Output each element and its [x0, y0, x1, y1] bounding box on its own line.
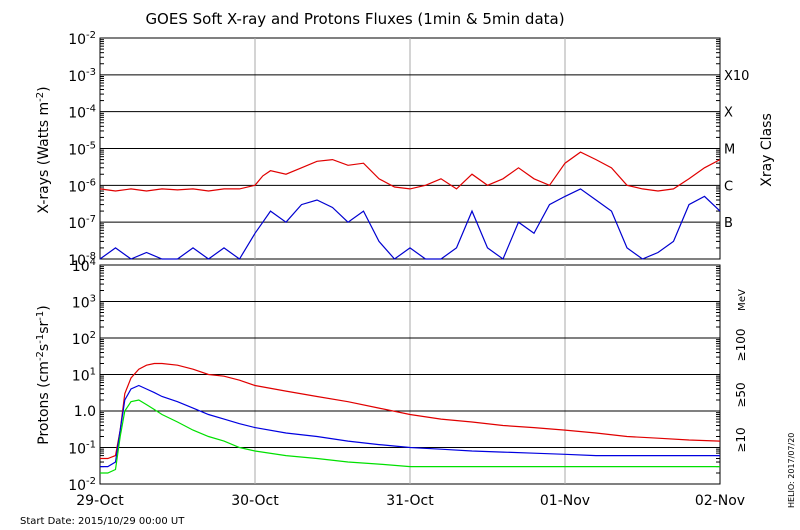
y-tick-label: 10-4 [68, 104, 96, 122]
xray-class-label: B [724, 216, 733, 231]
y-tick-label: 102 [72, 330, 96, 348]
protons-series-2 [100, 399, 720, 474]
chart-title: GOES Soft X-ray and Protons Fluxes (1min… [145, 10, 564, 28]
energy-unit-label: MeV [737, 289, 748, 311]
y-tick-label: 10-2 [68, 476, 96, 494]
y-tick-label: 104 [72, 257, 96, 275]
y-tick-label: 1.0 [74, 404, 96, 420]
credit-label: HELIO: 2017/07/20 [787, 433, 796, 508]
y-tick-label: 10-7 [68, 214, 96, 232]
protons-panel: 104 103 102 101 1.0 10-1 10-229-Oct 30-Oct 31-Oc… [35, 257, 748, 509]
x-tick-label: 29-Oct [76, 493, 124, 509]
y-tick-label: 103 [72, 294, 96, 312]
xray-class-label: C [724, 179, 733, 194]
y-tick-label: 10-3 [68, 67, 96, 85]
start-date: Start Date: 2015/10/29 00:00 UT [20, 516, 185, 527]
xray-class-label: M [724, 143, 735, 158]
xray-class-axis-label: Xray Class [759, 113, 775, 187]
y-tick-label: 10-5 [68, 141, 96, 159]
energy-legend-0: ≥10 [734, 427, 748, 452]
x-tick-label: 31-Oct [386, 493, 434, 509]
xray-series-long [99, 151, 721, 192]
protons-series-1 [100, 384, 720, 468]
xray-panel: 10-2 10-3 10-4 10-5 10-6 10-7 10-8 X10 X M C B Xray … [35, 30, 775, 269]
x-tick-label: 02-Nov [695, 493, 745, 509]
y-tick-label: 10-6 [68, 177, 96, 195]
xray-series-short [99, 188, 721, 260]
y-tick-label: 10-1 [68, 440, 96, 458]
protons-axis-label: Protons (cm-2s-1sr-1) [35, 305, 52, 444]
energy-legend-2: ≥100 [734, 329, 748, 362]
xray-class-label: X [724, 106, 733, 121]
x-tick-label: 01-Nov [540, 493, 590, 509]
xray-class-label: X10 [724, 69, 749, 84]
x-tick-label: 30-Oct [231, 493, 279, 509]
protons-series-0 [100, 362, 721, 460]
y-tick-label: 101 [72, 367, 96, 385]
energy-legend-1: ≥50 [734, 382, 748, 407]
xray-axis-label: X-rays (Watts m-2) [35, 86, 52, 213]
y-tick-label: 10-8 [68, 251, 96, 269]
y-tick-label: 10-2 [68, 30, 96, 48]
